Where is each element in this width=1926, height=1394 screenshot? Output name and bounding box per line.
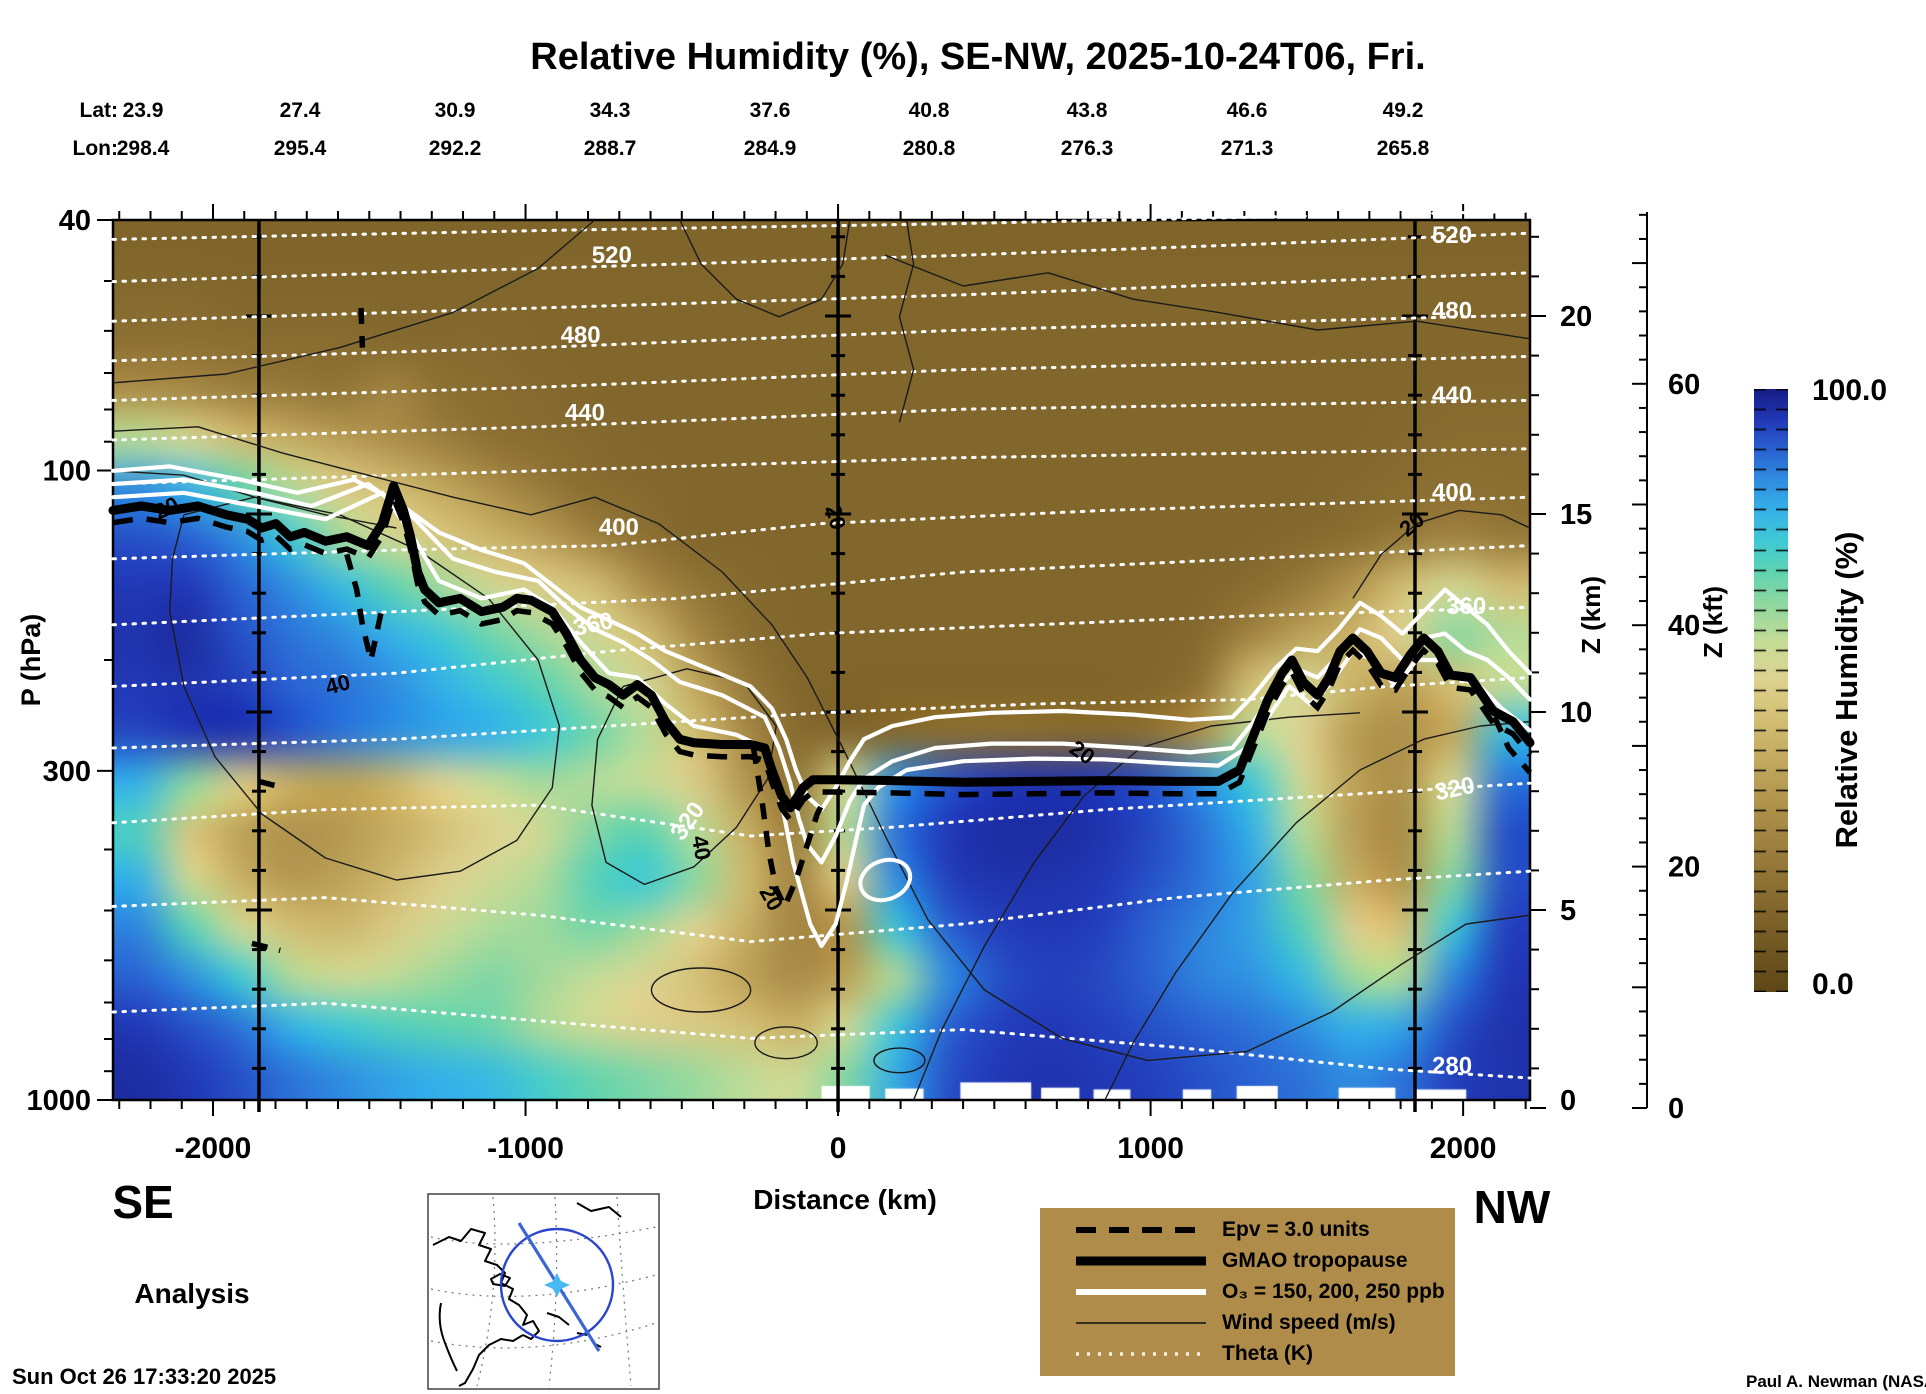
lat-tick-value: 27.4 xyxy=(279,99,321,122)
legend-sample-theta-dotted-line xyxy=(1076,1352,1206,1357)
legend-sample-epv-dashed-line xyxy=(1076,1226,1206,1233)
map-range-ring xyxy=(499,1227,615,1343)
lon-tick-value: 288.7 xyxy=(583,137,637,160)
lon-tick-value: 280.8 xyxy=(902,137,956,160)
distance-tick-label: -2000 xyxy=(175,1132,252,1165)
z-kft-tick-label: 0 xyxy=(1668,1093,1684,1125)
credit-label: Paul A. Newman (NASA xyxy=(1746,1372,1926,1391)
lon-tick-value: 271.3 xyxy=(1220,137,1274,160)
corner-label-se: SE xyxy=(112,1176,174,1228)
lat-tick-value: 49.2 xyxy=(1382,99,1424,122)
lon-tick-value: 298.4 xyxy=(116,137,170,160)
colorbar-min-label: 0.0 xyxy=(1812,968,1854,1001)
lat-tick-value: 30.9 xyxy=(434,99,476,122)
lat-tick-value: 40.8 xyxy=(908,99,950,122)
z-km-tick-label: 0 xyxy=(1560,1085,1576,1117)
pressure-tick-label: 1000 xyxy=(26,1085,91,1117)
pressure-tick-label: 300 xyxy=(43,756,91,788)
map-inset xyxy=(427,1193,660,1390)
map-inset-frame xyxy=(427,1193,660,1390)
lat-tick-value: 43.8 xyxy=(1066,99,1108,122)
distance-tick-label: -1000 xyxy=(487,1132,564,1165)
lon-tick-value: 284.9 xyxy=(743,137,797,160)
z-kft-tick-label: 20 xyxy=(1668,852,1700,884)
lat-axis-label: Lat: xyxy=(79,99,119,122)
pressure-tick-label: 100 xyxy=(43,456,91,488)
legend-label: Wind speed (m/s) xyxy=(1222,1311,1396,1335)
distance-axis-title: Distance (km) xyxy=(753,1184,937,1215)
distance-tick-label: 1000 xyxy=(1117,1132,1184,1165)
lat-tick-value: 34.3 xyxy=(589,99,631,122)
legend-item: O₃ = 150, 200, 250 ppb xyxy=(1040,1277,1455,1307)
z-kft-tick-label: 40 xyxy=(1668,610,1700,642)
z-kft-axis-title: Z (kft) xyxy=(1698,586,1728,658)
map-center-star-icon xyxy=(544,1273,570,1297)
legend-sample-wind-line xyxy=(1076,1322,1206,1324)
z-km-tick-label: 10 xyxy=(1560,697,1592,729)
distance-tick-label: 2000 xyxy=(1430,1132,1497,1165)
z-km-tick-label: 15 xyxy=(1560,499,1592,531)
legend-sample-tropopause-line xyxy=(1076,1256,1206,1266)
lon-tick-value: 276.3 xyxy=(1060,137,1114,160)
lon-tick-value: 265.8 xyxy=(1376,137,1430,160)
legend-sample-ozone-line xyxy=(1076,1288,1206,1295)
lat-tick-value: 23.9 xyxy=(122,99,164,122)
z-km-tick-label: 5 xyxy=(1560,895,1576,927)
legend-item: Wind speed (m/s) xyxy=(1040,1308,1455,1338)
z-km-tick-label: 20 xyxy=(1560,301,1592,333)
legend-label: GMAO tropopause xyxy=(1222,1248,1408,1272)
lat-tick-value: 46.6 xyxy=(1226,99,1268,122)
lon-tick-value: 295.4 xyxy=(273,137,327,160)
pressure-axis-title: P (hPa) xyxy=(16,614,46,707)
analysis-label: Analysis xyxy=(134,1278,250,1309)
pressure-tick-label: 40 xyxy=(59,205,91,237)
timestamp-label: Sun Oct 26 17:33:20 2025 xyxy=(12,1364,277,1389)
lat-tick-value: 37.6 xyxy=(749,99,791,122)
z-kft-tick-label: 60 xyxy=(1668,369,1700,401)
colorbar xyxy=(1754,389,1788,992)
legend-item: GMAO tropopause xyxy=(1040,1246,1455,1276)
colorbar-title: Relative Humidity (%) xyxy=(1829,532,1864,849)
distance-tick-label: 0 xyxy=(830,1132,847,1165)
corner-label-nw: NW xyxy=(1473,1181,1551,1233)
legend-item: Epv = 3.0 units xyxy=(1040,1215,1455,1245)
legend-label: Theta (K) xyxy=(1222,1342,1313,1366)
legend-label: O₃ = 150, 200, 250 ppb xyxy=(1222,1279,1445,1303)
lon-axis-label: Lon: xyxy=(72,137,118,160)
legend-box: Epv = 3.0 units GMAO tropopause O₃ = 150… xyxy=(1040,1208,1455,1376)
rh-heatmap-canvas xyxy=(113,220,1530,1100)
plot-title: Relative Humidity (%), SE-NW, 2025-10-24… xyxy=(530,36,1426,78)
colorbar-max-label: 100.0 xyxy=(1812,374,1888,407)
lon-tick-value: 292.2 xyxy=(428,137,482,160)
z-km-axis-title: Z (km) xyxy=(1576,576,1606,654)
legend-label: Epv = 3.0 units xyxy=(1222,1217,1370,1241)
map-graticule xyxy=(430,1196,657,1387)
legend-item: Theta (K) xyxy=(1040,1339,1455,1369)
